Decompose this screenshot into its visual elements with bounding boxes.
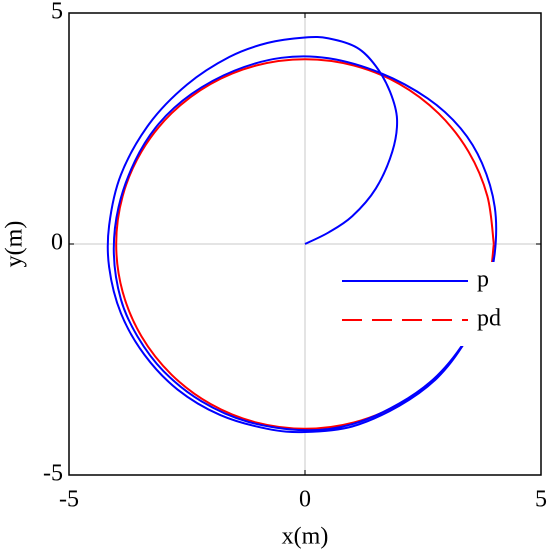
- y-tick-label: 5: [51, 0, 63, 25]
- y-tick-label: -5: [43, 461, 63, 487]
- legend-box: [336, 262, 536, 346]
- legend-label: p: [477, 267, 489, 293]
- line: [106, 35, 498, 434]
- legend: p pd: [336, 262, 536, 346]
- x-tick-label: 0: [299, 487, 311, 513]
- x-tick-label: -5: [59, 487, 79, 513]
- x-tick-label: 5: [535, 487, 547, 513]
- y-tick-label: 0: [51, 230, 63, 256]
- legend-label: pd: [477, 306, 501, 332]
- x-axis-label: x(m): [282, 524, 329, 550]
- y-axis-label: y(m): [2, 221, 28, 268]
- frame: [68, 12, 542, 476]
